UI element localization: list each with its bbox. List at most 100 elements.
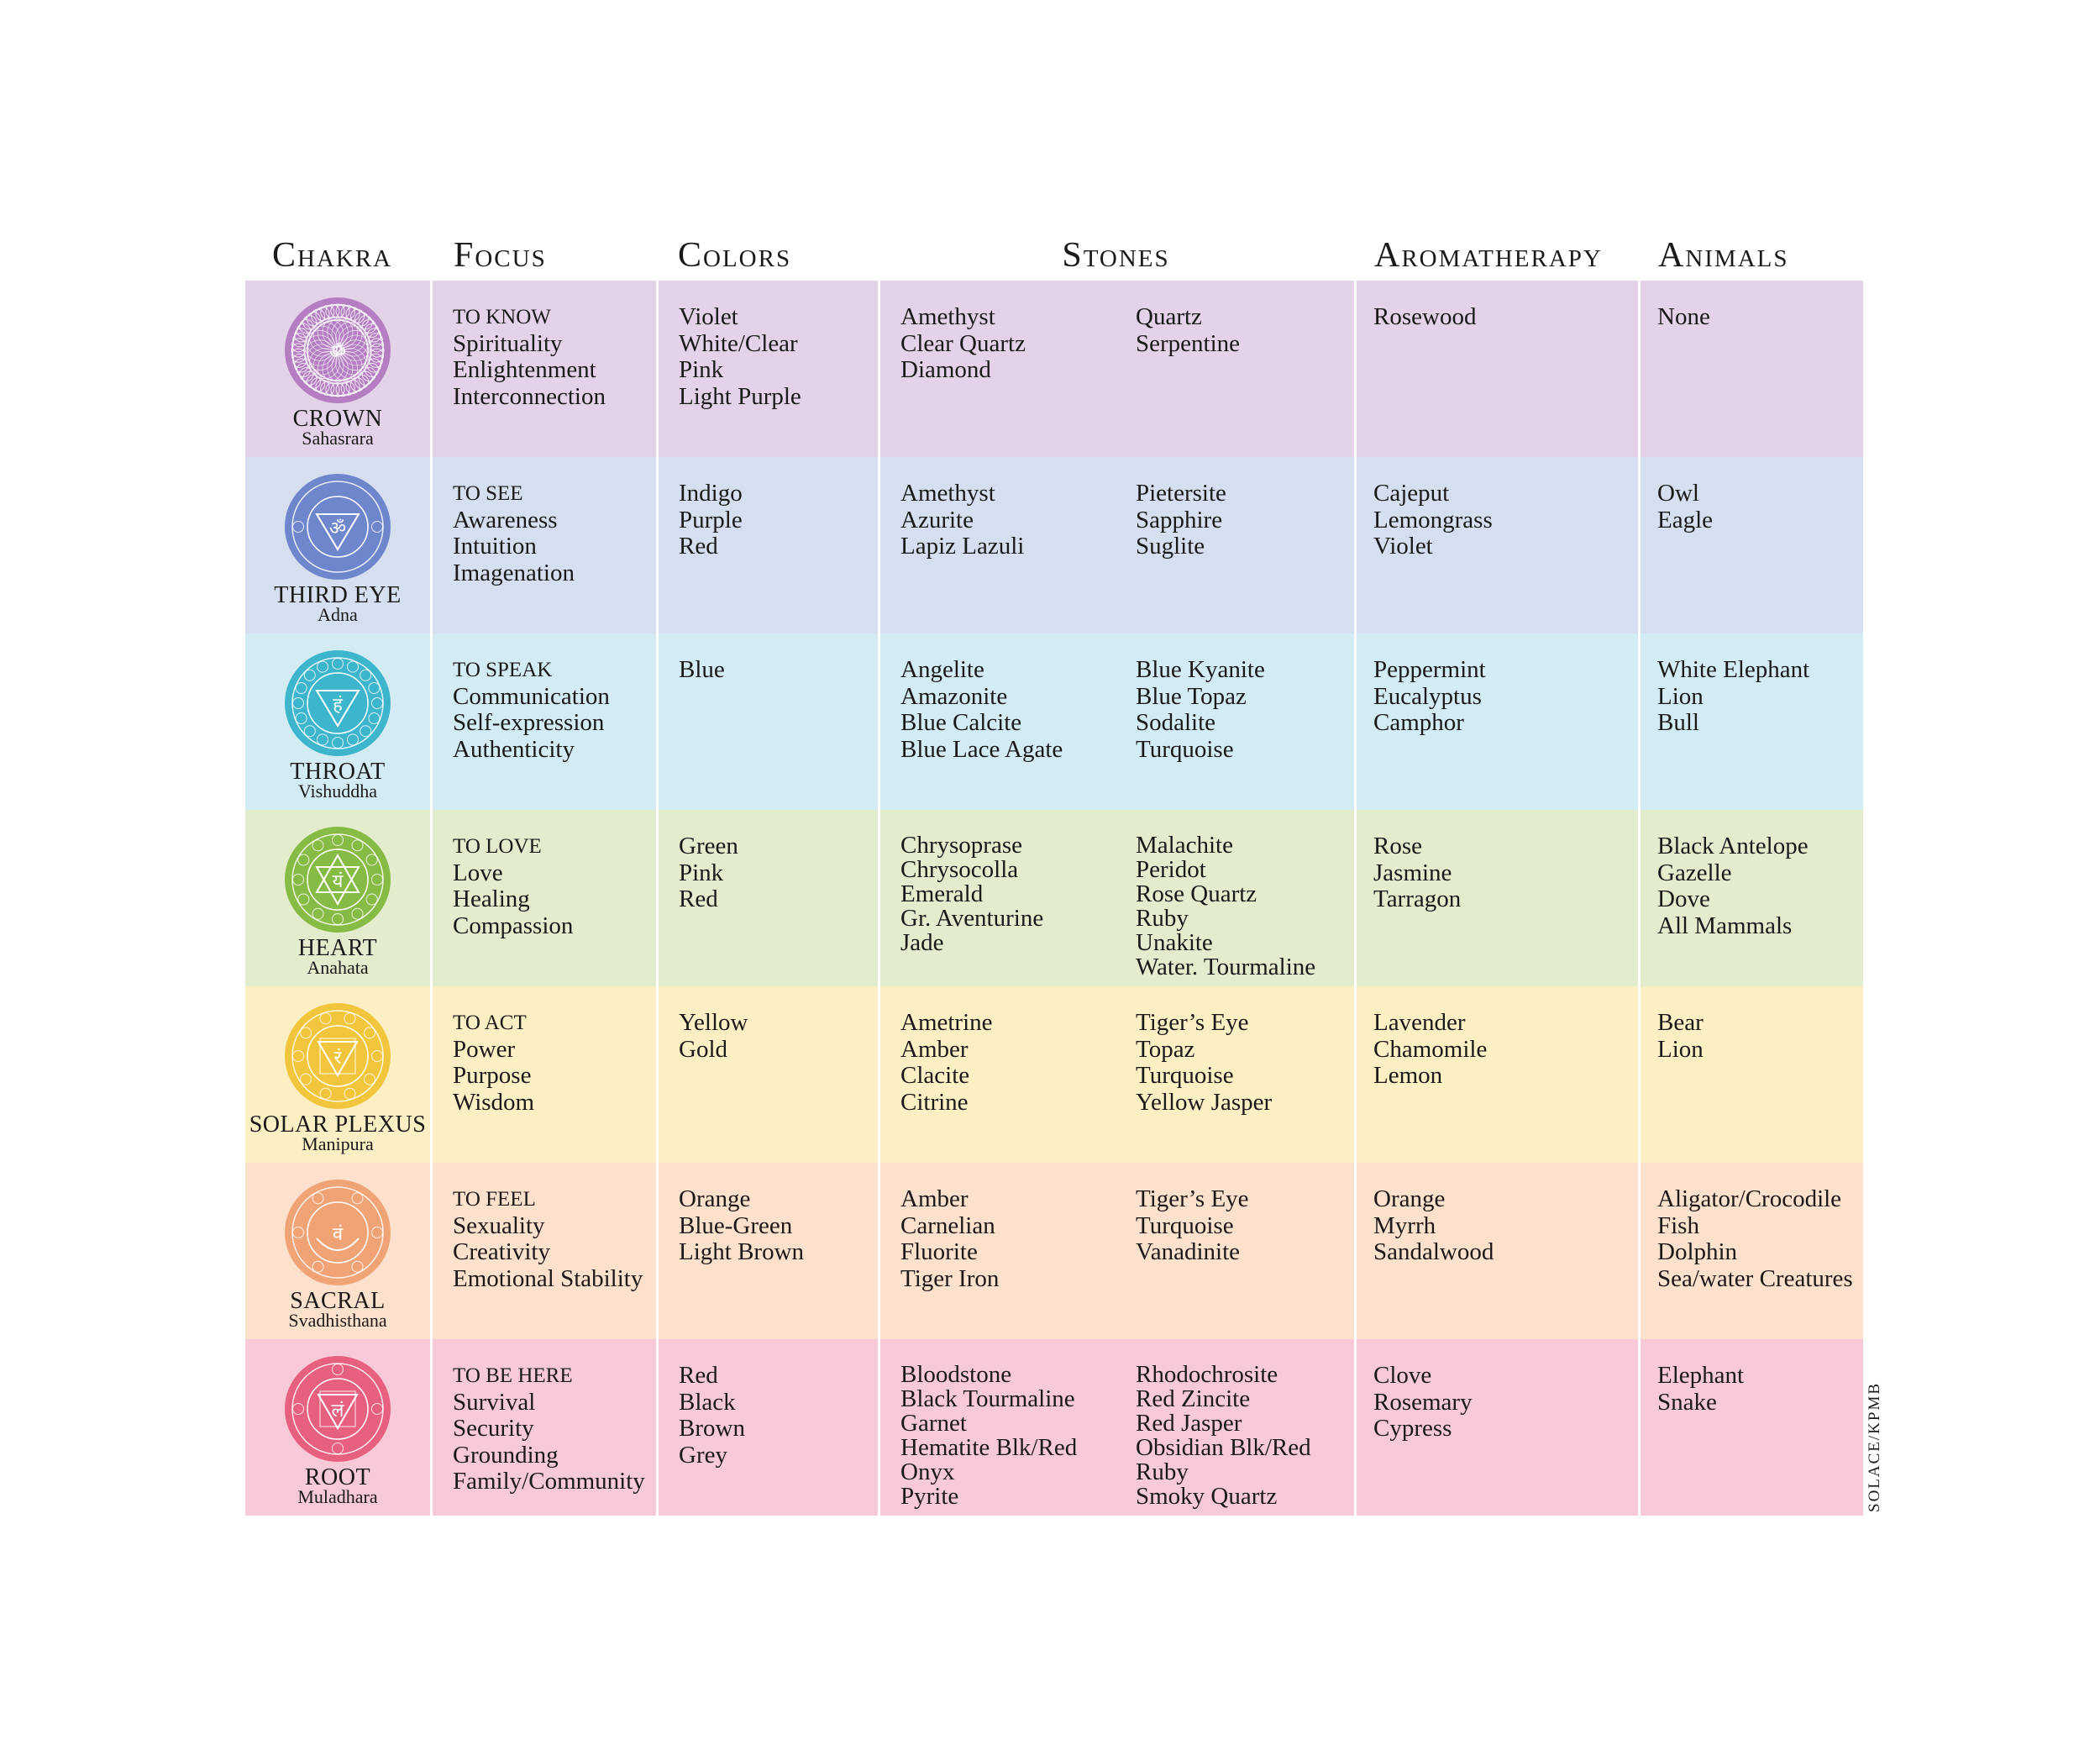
stones-column-a-item: Ametrine (900, 1009, 993, 1036)
third-eye-chakra-symbol-icon: ॐ (285, 474, 391, 580)
chakra-row-crown: ॐ CROWN Sahasrara TO KNOW Spirituality Enligh… (245, 281, 1863, 457)
header-focus: Focus (454, 236, 547, 275)
aromatherapy-cell: Rosewood (1354, 281, 1638, 457)
aromatherapy-cell-item: Camphor (1373, 709, 1464, 736)
focus-cell-item: Authenticity (453, 735, 575, 763)
stones-column-a-item: Chrysoprase (900, 832, 1022, 859)
stones-column-a-item: Amethyst (900, 480, 995, 507)
focus-cell-item: Survival (453, 1388, 536, 1416)
stones-column-a: Bloodstone Black Tourmaline Garnet Hematite… (900, 1363, 1136, 1516)
animals-cell-item: Dove (1657, 886, 1710, 912)
stones-column-b: Rhodochrosite Red Zincite Red Jasper Obsidi… (1136, 1363, 1354, 1516)
animals-cell: White Elephant Lion Bull (1638, 633, 1863, 810)
focus-cell-item: Security (453, 1415, 534, 1442)
focus-cell-item: Healing (453, 886, 530, 912)
header-aromatherapy: Aromatherapy (1374, 236, 1603, 275)
stones-column-a-item: Amber (900, 1185, 969, 1212)
stones-column-b-item: Vanadinite (1136, 1238, 1241, 1265)
stones-column-b-item: Suglite (1136, 533, 1205, 560)
colors-cell-item: Grey (679, 1441, 727, 1469)
stones-cell: Bloodstone Black Tourmaline Garnet Hematite… (878, 1339, 1354, 1516)
bija-glyph: यं (333, 871, 344, 892)
colors-cell-item: Red (679, 1362, 718, 1389)
stones-cell: Amber Carnelian Fluorite Tiger Iron Tiger’s … (878, 1163, 1354, 1339)
stones-column-a-item: Fluorite (900, 1238, 978, 1265)
animals-cell: Elephant Snake (1638, 1339, 1863, 1516)
colors-cell-item: Violet (679, 303, 738, 330)
stones-column-a-item: Citrine (900, 1088, 969, 1116)
aromatherapy-cell-item: Peppermint (1373, 656, 1486, 683)
stones-cell: Ametrine Amber Clacite Citrine Tiger’s Eye To… (878, 986, 1354, 1163)
focus-cell-item: Spirituality (453, 329, 563, 357)
stones-column-a-item: Gr. Aventurine (900, 905, 1044, 932)
stones-column-b-item: Red Zincite (1136, 1385, 1251, 1412)
stones-cell: Amethyst Clear Quartz Diamond Quartz Serpent… (878, 281, 1354, 457)
stones-column-a-item: Onyx (900, 1458, 955, 1485)
chakra-sanskrit-name: Muladhara (297, 1486, 378, 1507)
aromatherapy-cell: Rose Jasmine Tarragon (1354, 810, 1638, 986)
stones-column-a-item: Diamond (900, 356, 991, 383)
focus-title: TO ACT (453, 1012, 527, 1034)
animals-cell-item: Sea/water Creatures (1657, 1264, 1853, 1292)
stones-column-b-item: Turquoise (1136, 1211, 1234, 1239)
bija-glyph: लं (332, 1401, 345, 1422)
focus-cell-item: Imagenation (453, 559, 575, 586)
focus-title: TO BE HERE (453, 1364, 573, 1387)
animals-cell-item: Snake (1657, 1388, 1717, 1416)
chakra-row-sacral: वं SACRAL Svadhisthana TO FEEL Sexuality Crea… (245, 1163, 1863, 1339)
stones-column-a-item: Jade (900, 929, 944, 956)
chakra-sanskrit-name: Anahata (307, 957, 369, 978)
animals-cell: Bear Lion (1638, 986, 1863, 1163)
colors-cell: Orange Blue-Green Light Brown (656, 1163, 878, 1339)
stones-column-a: Chrysoprase Chrysocolla Emerald Gr. Aventur… (900, 833, 1136, 986)
animals-cell-item: Lion (1657, 682, 1704, 710)
bija-glyph: हं (333, 695, 343, 716)
throat-chakra-symbol-icon: हं (285, 650, 391, 756)
animals-cell-item: None (1657, 303, 1710, 330)
stones-column-a-item: Amazonite (900, 682, 1008, 710)
stones-column-a-item: Carnelian (900, 1211, 995, 1239)
stones-column-b-item: Turquoise (1136, 1062, 1234, 1089)
heart-chakra-symbol-icon: यं (285, 827, 391, 933)
colors-cell-item: Yellow (679, 1009, 748, 1036)
chakra-name: CROWN (292, 406, 383, 432)
animals-cell-item: Owl (1657, 480, 1699, 507)
focus-cell: TO BE HERE Survival Security Grounding Famil… (430, 1339, 656, 1516)
animals-cell-item: Eagle (1657, 506, 1714, 533)
aromatherapy-cell-item: Myrrh (1373, 1211, 1436, 1239)
stones-column-b-item: Turquoise (1136, 735, 1234, 763)
colors-cell-item: Indigo (679, 480, 743, 507)
stones-column-b-item: Topaz (1136, 1035, 1195, 1063)
crown-chakra-symbol-icon: ॐ (285, 297, 391, 403)
stones-column-a: Amethyst Clear Quartz Diamond (900, 303, 1136, 457)
stones-column-b-item: Blue Kyanite (1136, 656, 1265, 683)
stones-column-a-item: Pyrite (900, 1483, 959, 1510)
colors-cell: Indigo Purple Red (656, 457, 878, 633)
aromatherapy-cell: Cajeput Lemongrass Violet (1354, 457, 1638, 633)
stones-column-a-item: Clear Quartz (900, 329, 1026, 357)
colors-cell-item: White/Clear (679, 329, 798, 357)
stones-column-b-item: Water. Tourmaline (1136, 954, 1316, 980)
stones-column-b-item: Peridot (1136, 856, 1206, 883)
stones-column-a-item: Blue Calcite (900, 709, 1022, 736)
focus-cell-item: Self-expression (453, 709, 605, 736)
colors-cell-item: Black (679, 1388, 736, 1416)
chakra-cell: हं THROAT Vishuddha (245, 633, 430, 810)
stones-column-a: Angelite Amazonite Blue Calcite Blue Lace A… (900, 656, 1136, 810)
stones-column-b-item: Quartz (1136, 303, 1202, 330)
stones-cell: Angelite Amazonite Blue Calcite Blue Lace A… (878, 633, 1354, 810)
colors-cell-item: Gold (679, 1035, 727, 1063)
chakra-sanskrit-name: Adna (318, 604, 358, 625)
animals-cell-item: Aligator/Crocodile (1657, 1185, 1842, 1212)
stones-column-b: Tiger’s Eye Turquoise Vanadinite (1136, 1185, 1354, 1339)
aromatherapy-cell-item: Orange (1373, 1185, 1446, 1212)
focus-title: TO SPEAK (453, 659, 553, 681)
header-row: Chakra Focus Colors Stones Aromatherapy … (245, 235, 1863, 281)
chakra-row-heart: यं HEART Anahata TO LOVE Love Healing Compassi… (245, 810, 1863, 986)
stones-column-b-item: Tiger’s Eye (1136, 1185, 1249, 1212)
stones-column-a-item: Blue Lace Agate (900, 735, 1063, 763)
stones-column-b-item: Malachite (1136, 832, 1233, 859)
header-animals: Animals (1658, 236, 1789, 275)
bija-glyph: ॐ (329, 518, 346, 539)
animals-cell-item: Bull (1657, 709, 1699, 736)
